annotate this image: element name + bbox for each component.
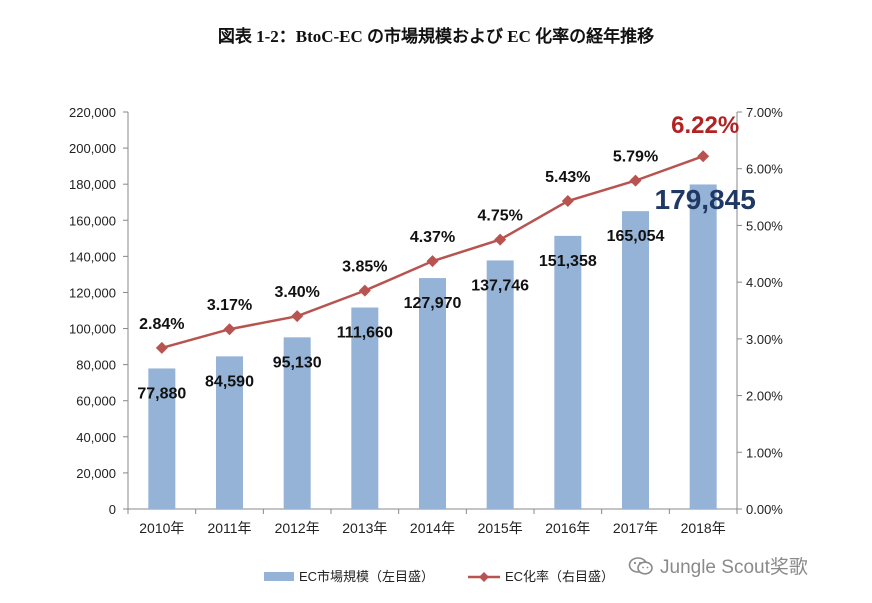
bar [689, 184, 717, 509]
left-tick-label: 40,000 [76, 430, 116, 445]
left-tick-label: 120,000 [69, 285, 116, 300]
line-value-label: 4.37% [410, 229, 455, 246]
x-tick-label: 2011年 [207, 520, 251, 536]
bar-value-label: 95,130 [273, 354, 322, 371]
bar [216, 356, 243, 509]
x-tick-label: 2014年 [410, 520, 455, 536]
legend-line-label: EC化率（右目盛） [505, 569, 614, 584]
line-marker [697, 150, 710, 163]
chart-title: 図表 1-2：BtoC-EC の市場規模および EC 化率の経年推移 [217, 27, 655, 46]
left-tick-label: 100,000 [69, 322, 116, 337]
bar [554, 235, 582, 509]
bar-value-label: 127,970 [404, 295, 462, 312]
right-tick-label: 7.00% [746, 105, 783, 120]
bar-value-label: 77,880 [137, 385, 186, 402]
left-tick-label: 20,000 [76, 466, 116, 481]
x-tick-label: 2013年 [342, 520, 387, 536]
line-marker [155, 341, 168, 354]
bar [419, 278, 446, 509]
right-tick-label: 6.00% [746, 162, 783, 177]
x-tick-label: 2018年 [681, 520, 726, 536]
bar-value-label: 165,054 [607, 228, 665, 245]
line-marker [358, 284, 371, 297]
bar [351, 307, 379, 509]
right-tick-label: 1.00% [746, 445, 783, 460]
line-marker [223, 323, 236, 336]
x-tick-label: 2015年 [478, 520, 523, 536]
watermark-text: Jungle Scout奖歌 [660, 557, 808, 578]
legend-bar-swatch [264, 572, 294, 581]
wechat-icon [628, 556, 653, 575]
line-marker [629, 174, 642, 187]
bar-value-label: 151,358 [539, 253, 597, 270]
line-value-label: 5.43% [545, 169, 590, 186]
bar-value-label: 179,845 [655, 184, 756, 215]
line-value-label: 4.75% [477, 208, 522, 225]
legend-line-marker [479, 572, 489, 582]
right-tick-label: 2.00% [746, 389, 783, 404]
bar [283, 337, 311, 509]
right-tick-label: 0.00% [746, 502, 783, 517]
right-tick-label: 4.00% [746, 275, 783, 290]
line-value-label: 2.84% [139, 316, 184, 333]
line-value-label: 5.79% [613, 149, 658, 166]
left-tick-label: 60,000 [76, 394, 116, 409]
line-value-label: 6.22% [671, 112, 739, 139]
left-tick-label: 160,000 [69, 213, 116, 228]
left-tick-label: 80,000 [76, 358, 116, 373]
bar [148, 368, 176, 509]
left-tick-label: 140,000 [69, 249, 116, 264]
line-marker [561, 195, 574, 208]
line-value-label: 3.85% [342, 259, 387, 276]
x-tick-label: 2016年 [545, 520, 590, 536]
legend-bar-label: EC市場規模（左目盛） [299, 569, 434, 584]
x-tick-label: 2010年 [139, 520, 184, 536]
left-tick-label: 0 [109, 502, 116, 517]
line-marker [291, 310, 304, 323]
line-value-label: 3.40% [274, 284, 319, 301]
x-tick-label: 2012年 [275, 520, 320, 536]
bar-value-label: 137,746 [471, 277, 529, 294]
left-tick-label: 220,000 [69, 105, 116, 120]
right-tick-label: 3.00% [746, 332, 783, 347]
bar [622, 211, 649, 509]
watermark: Jungle Scout奖歌 [628, 552, 808, 579]
line-value-label: 3.17% [207, 297, 252, 314]
left-tick-label: 200,000 [69, 141, 116, 156]
left-tick-label: 180,000 [69, 177, 116, 192]
line-marker [426, 255, 439, 268]
line-marker [494, 233, 507, 246]
bar [486, 260, 514, 509]
right-tick-label: 5.00% [746, 218, 783, 233]
x-tick-label: 2017年 [613, 520, 658, 536]
bar-value-label: 111,660 [337, 325, 393, 342]
bar-value-label: 84,590 [205, 373, 254, 390]
